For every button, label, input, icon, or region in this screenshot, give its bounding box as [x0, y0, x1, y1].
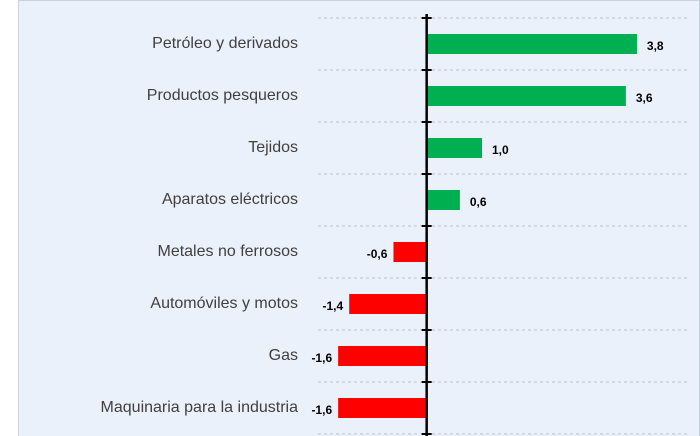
value-label: -1,6	[311, 351, 332, 365]
bar	[426, 86, 626, 106]
value-label: -1,6	[311, 403, 332, 417]
value-label: 0,6	[470, 195, 487, 209]
value-label: 3,6	[636, 91, 653, 105]
category-label: Petróleo y derivados	[152, 35, 298, 52]
bar	[426, 34, 637, 54]
plot-background	[18, 0, 700, 436]
category-label: Aparatos eléctricos	[162, 191, 298, 208]
category-label: Tejidos	[248, 139, 298, 156]
bar	[338, 346, 427, 366]
bar	[349, 294, 427, 314]
category-label: Productos pesqueros	[147, 87, 298, 104]
bar	[426, 138, 482, 158]
bar	[426, 190, 460, 210]
category-label: Maquinaria para la industria	[101, 399, 299, 416]
bar	[393, 242, 427, 262]
category-label: Automóviles y motos	[150, 295, 298, 312]
category-label: Gas	[269, 347, 298, 364]
value-label: -0,6	[367, 247, 388, 261]
value-label: 1,0	[492, 143, 509, 157]
bar	[338, 398, 427, 418]
value-label: -1,4	[323, 299, 344, 313]
value-label: 3,8	[647, 39, 664, 53]
category-label: Metales no ferrosos	[157, 243, 298, 260]
